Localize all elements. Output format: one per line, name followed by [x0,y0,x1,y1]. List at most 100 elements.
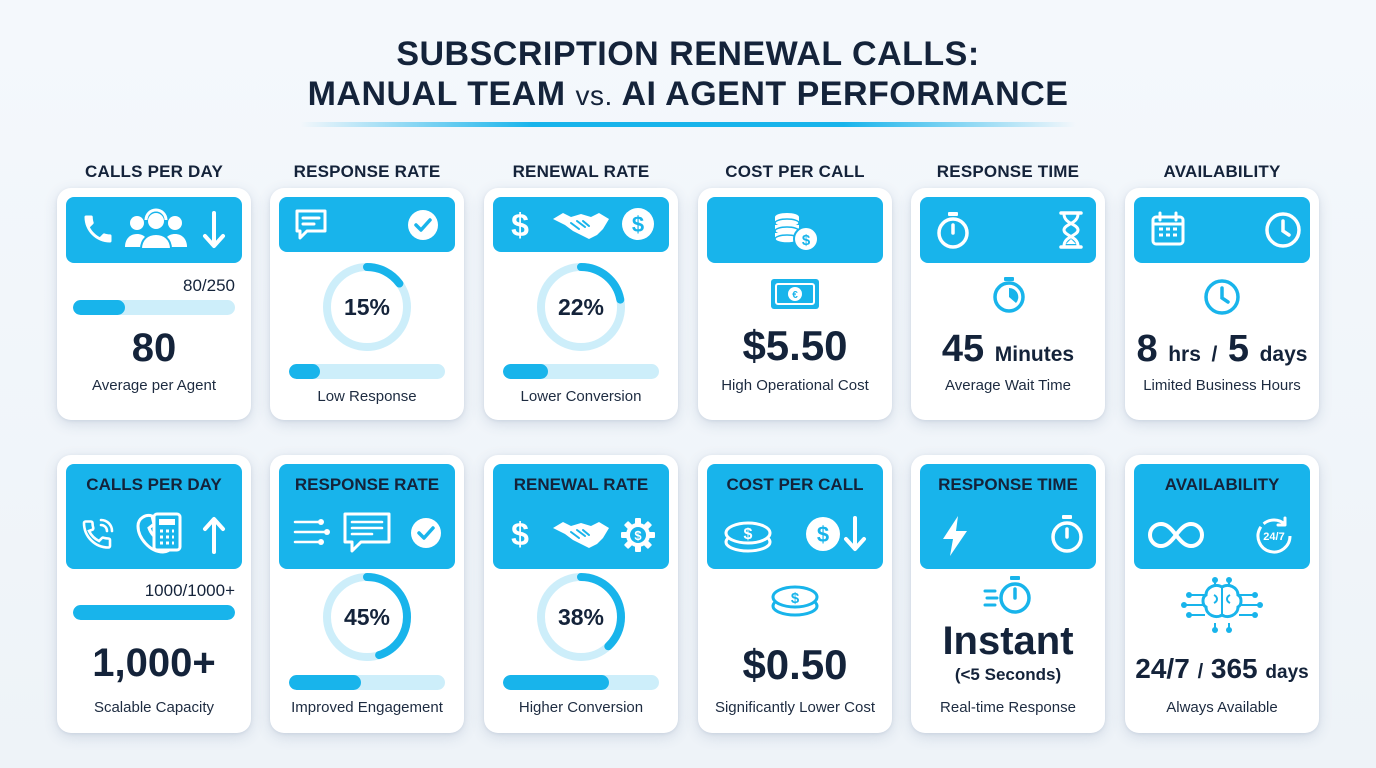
ai-calls-progress-fill [73,605,235,620]
ai-calls-ratio: 1000/1000+ [144,581,235,600]
checkmark-circle-icon [410,517,442,549]
ai-cost-title: COST PER CALL [726,475,864,494]
manual-calls-card: 80/250 80 Average per Agent [57,188,251,420]
svg-text:$: $ [802,232,811,249]
manual-calls-caption: Average per Agent [92,377,216,394]
ai-availability-value: 24/7 / 365 days [1125,653,1319,685]
ai-availability-caption: Always Available [1166,699,1278,716]
manual-availability-card: 8 hrs / 5 days Limited Business Hours [1125,188,1319,420]
agent-team-headset-icon [124,207,188,251]
ai-renewal-progress [503,675,659,690]
infinity-icon [1148,520,1204,550]
manual-response-value: 15% [343,293,391,320]
manual-calls-progress-fill [73,300,125,315]
ai-response-value: 45% [343,603,391,630]
lightning-icon [940,514,970,558]
ai-calls-caption: Scalable Capacity [93,699,215,716]
coin-icon: $ [723,516,773,554]
manual-calls-banner [66,197,242,263]
manual-response-card: 15% Low Response [270,188,464,420]
manual-availability-separator: / [1211,343,1218,366]
dollar-sign-icon: $ [507,207,533,243]
svg-text:$: $ [634,528,642,543]
dollar-sign-icon: $ [507,516,533,552]
ai-calls-title: CALLS PER DAY [86,475,222,494]
manual-availability-hours: 8 [1136,328,1158,370]
manual-response-progress [289,364,445,379]
svg-text:$: $ [744,526,753,543]
svg-text:$: $ [511,516,529,552]
manual-time-unit: Minutes [994,343,1075,366]
calendar-icon [1150,211,1186,247]
arrow-up-icon [202,514,226,554]
label-renewal-rate: RENEWAL RATE [512,162,650,181]
manual-time-card: 45 Minutes Average Wait Time [911,188,1105,420]
title-manual-team: MANUAL TEAM [307,75,566,113]
ai-response-title: RESPONSE RATE [294,475,440,494]
manual-response-banner [279,197,455,252]
ai-availability-title: AVAILABILITY [1164,475,1280,494]
label-cost-per-call: COST PER CALL [725,162,865,181]
ai-calls-banner: CALLS PER DAY [66,464,242,569]
manual-renewal-card: $ $ 22% Lower Conversion [484,188,678,420]
ai-time-title: RESPONSE TIME [938,475,1078,494]
title-underline [300,122,1076,127]
ai-response-banner: RESPONSE RATE [279,464,455,569]
coin-small-icon: $ [770,581,820,617]
label-calls-per-day: CALLS PER DAY [85,162,223,181]
svg-text:$: $ [817,522,829,547]
ai-renewal-card: RENEWAL RATE $ $ 38% Higher Conversion [484,455,678,733]
page-title: SUBSCRIPTION RENEWAL CALLS: MANUAL TEAM … [0,34,1376,116]
ai-calls-value: 1,000+ [92,641,216,685]
manual-renewal-banner: $ $ [493,197,669,252]
ai-cost-value: $0.50 [742,641,848,688]
manual-availability-caption: Limited Business Hours [1143,377,1301,394]
ai-availability-separator: / [1197,661,1204,683]
checkmark-circle-icon [407,209,439,241]
manual-renewal-progress [503,364,659,379]
ai-response-progress [289,675,445,690]
manual-renewal-progress-fill [503,364,549,379]
svg-text:€: € [792,290,798,301]
24-7-icon: 24/7 [1252,514,1296,558]
manual-time-number: 45 [941,328,985,370]
manual-cost-value: $5.50 [742,322,848,369]
arrow-down-icon [202,211,226,251]
ai-brain-icon [1181,577,1263,633]
chat-bubble-icon [293,207,329,243]
ai-availability-banner: AVAILABILITY 24/7 [1134,464,1310,569]
ai-availability-days-unit: days [1265,662,1309,683]
title-ai-agent: AI AGENT PERFORMANCE [621,75,1069,113]
ai-renewal-caption: Higher Conversion [518,699,644,716]
manual-time-value: 45 Minutes [911,328,1105,371]
manual-availability-hours-unit: hrs [1168,343,1201,366]
ai-cost-caption: Significantly Lower Cost [714,699,876,716]
ai-renewal-title: RENEWAL RATE [513,475,649,494]
manual-calls-progress [73,300,235,315]
label-response-rate: RESPONSE RATE [293,162,441,181]
svg-text:24/7: 24/7 [1263,531,1284,543]
stopwatch-icon [936,211,970,249]
hourglass-icon [1058,211,1084,249]
manual-time-caption: Average Wait Time [945,377,1071,394]
ai-response-caption: Improved Engagement [291,699,443,716]
dollar-coin-icon: $ [621,207,655,241]
manual-availability-banner [1134,197,1310,263]
manual-calls-ratio: 80/250 [183,276,235,295]
svg-text:$: $ [632,212,644,237]
clock-icon [1264,211,1302,249]
svg-text:$: $ [791,590,800,607]
phone-dialpad-icon [132,510,186,560]
ai-renewal-progress-fill [503,675,610,690]
banknote-icon: € [770,278,820,310]
manual-response-ring: 15% [321,261,413,353]
ai-renewal-ring: 38% [535,571,627,663]
manual-response-progress-fill [289,364,321,379]
dollar-down-icon: $ [805,514,869,554]
ai-cost-banner: COST PER CALL $ $ [707,464,883,569]
handshake-icon [551,518,611,550]
manual-renewal-ring: 22% [535,261,627,353]
manual-time-banner [920,197,1096,263]
ai-renewal-value: 38% [557,603,605,630]
handshake-icon [551,209,611,241]
